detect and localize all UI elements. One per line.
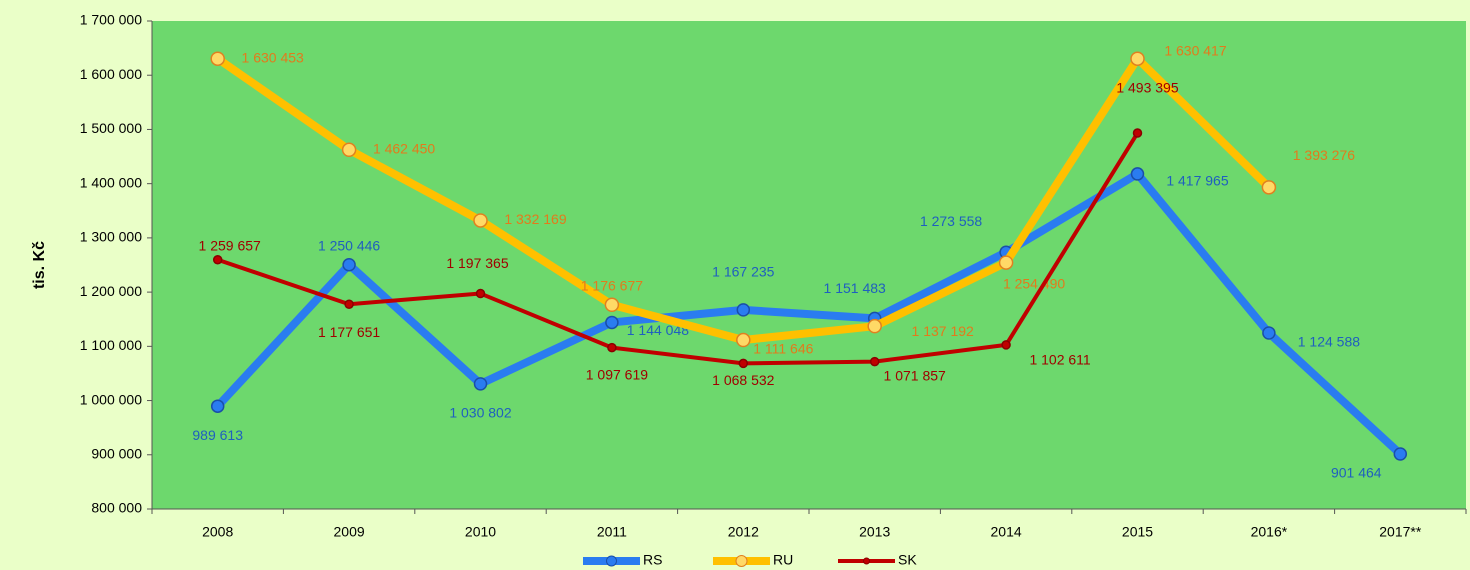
- point: [607, 342, 617, 353]
- point: [210, 51, 225, 66]
- legend-label: SK: [898, 552, 917, 568]
- legend-marker: [606, 555, 617, 567]
- series-line: [217, 131, 1140, 366]
- data-label: 1 197 365: [446, 255, 508, 271]
- point: [1130, 51, 1145, 66]
- data-label: 1 167 235: [712, 264, 774, 280]
- data-label: 1 393 276: [1293, 147, 1355, 163]
- point: [1130, 167, 1145, 181]
- data-label: 1 068 532: [712, 372, 774, 388]
- data-label: 901 464: [1331, 465, 1382, 481]
- data-label: 1 462 450: [373, 141, 435, 157]
- point: [1001, 340, 1011, 350]
- point: [736, 332, 751, 348]
- point: [475, 288, 486, 299]
- y-tick-label: 1 300 000: [80, 229, 142, 245]
- point: [1132, 128, 1143, 138]
- y-tick-label: 1 700 000: [80, 12, 142, 28]
- x-tick-label: 2013: [859, 524, 890, 540]
- point: [473, 213, 488, 228]
- point: [1262, 326, 1276, 340]
- data-label: 1 417 965: [1166, 173, 1228, 189]
- series-line: [214, 169, 1404, 457]
- data-label: 1 630 417: [1164, 42, 1226, 58]
- legend-label: RS: [643, 552, 662, 568]
- y-tick-label: 1 000 000: [80, 391, 142, 407]
- x-tick-label: 2011: [597, 524, 627, 540]
- data-label: 1 124 588: [1298, 334, 1360, 350]
- data-label: 1 097 619: [586, 366, 648, 382]
- data-label: 1 030 802: [449, 405, 511, 421]
- data-label: 1 630 453: [242, 49, 304, 65]
- data-label: 1 071 857: [884, 367, 946, 383]
- y-tick-label: 1 600 000: [80, 66, 142, 82]
- x-tick-label: 2012: [728, 524, 759, 540]
- point: [867, 318, 882, 334]
- x-tick-label: 2014: [991, 524, 1022, 540]
- point: [605, 315, 619, 330]
- data-label: 1 493 395: [1116, 80, 1178, 96]
- data-label: 1 259 657: [199, 237, 261, 253]
- data-label: 1 177 651: [318, 324, 380, 340]
- data-label: 1 273 558: [920, 213, 982, 229]
- point: [473, 377, 488, 391]
- x-tick-label: 2016*: [1251, 524, 1288, 540]
- y-tick-label: 1 200 000: [80, 283, 142, 299]
- y-axis-title: tis. Kč: [31, 241, 48, 289]
- point: [1261, 180, 1277, 195]
- x-tick-label: 2008: [202, 524, 233, 540]
- point: [341, 142, 357, 158]
- data-label: 1 254 490: [1003, 275, 1065, 291]
- point: [998, 255, 1014, 270]
- x-tick-label: 2010: [465, 524, 496, 540]
- y-tick-label: 1 400 000: [80, 174, 142, 190]
- point: [344, 299, 354, 309]
- x-tick-label: 2009: [334, 524, 365, 540]
- point: [738, 358, 749, 369]
- point: [736, 303, 751, 317]
- data-label: 1 102 611: [1029, 352, 1090, 368]
- x-tick-label: 2017**: [1379, 524, 1422, 540]
- point: [210, 399, 225, 413]
- legend-label: RU: [773, 552, 793, 568]
- legend-marker: [735, 555, 748, 567]
- data-label: 1 151 483: [824, 280, 886, 296]
- legend-marker: [863, 557, 870, 565]
- data-label: 1 250 446: [318, 237, 380, 253]
- data-label: 1 144 048: [627, 322, 689, 338]
- point: [604, 297, 620, 313]
- point: [869, 356, 880, 367]
- x-tick-label: 2015: [1122, 524, 1153, 540]
- y-tick-label: 1 500 000: [80, 120, 142, 136]
- data-label: 1 111 646: [753, 341, 813, 357]
- data-label: 1 332 169: [504, 211, 566, 227]
- data-label: 1 137 192: [912, 323, 974, 339]
- plot-area: [152, 21, 1466, 509]
- y-tick-label: 800 000: [91, 500, 142, 516]
- y-tick-label: 1 100 000: [80, 337, 142, 353]
- y-tick-label: 900 000: [91, 445, 142, 461]
- data-label: 989 613: [192, 427, 243, 443]
- data-label: 1 176 677: [581, 277, 643, 293]
- point: [1393, 447, 1408, 461]
- point: [212, 255, 223, 265]
- point: [342, 258, 356, 272]
